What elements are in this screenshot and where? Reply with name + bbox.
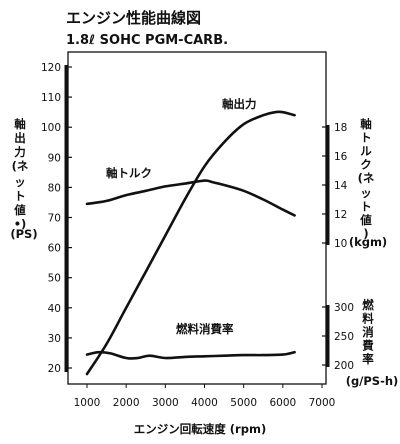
- power-axis-ticks: 20 30 40 50 60 70 80 90 100 110 120: [41, 62, 72, 375]
- x-tick-label: 2000: [113, 397, 140, 409]
- power-tick-label: 70: [48, 213, 61, 225]
- power-curve-label: 軸出力: [222, 97, 257, 111]
- fuel-axis-ticks: 200 250 300: [322, 302, 354, 372]
- fuel-axis-label-char: 消: [362, 325, 374, 339]
- torque-tick-label: 14: [334, 180, 348, 192]
- torque-axis-label-char: ト: [360, 200, 372, 214]
- fuel-axis-label-char: 率: [362, 352, 374, 366]
- curves: [85, 110, 296, 376]
- torque-axis-label-char: ク: [360, 158, 372, 172]
- axis-labels: 軸出力(ネット値•)(PS)軸トルク(ネット値)(kgm)燃料消費率(g/PS-…: [10, 117, 398, 388]
- torque-axis-label-char: ッ: [360, 186, 372, 200]
- power-axis-label-char: •): [14, 217, 27, 231]
- power-axis-label-char: 力: [14, 145, 26, 159]
- power-axis-label-char: 軸: [14, 117, 26, 131]
- power-axis-label-char: ト: [14, 189, 26, 203]
- torque-axis-unit: (kgm): [349, 235, 387, 249]
- torque-axis-label-char: 値: [359, 213, 372, 227]
- power-tick-label: 90: [48, 152, 61, 164]
- power-axis-label-char: 出: [14, 131, 26, 145]
- x-axis-ticks: 1000 2000 3000 4000 5000 6000 7000: [74, 384, 336, 409]
- power-curve: [85, 110, 296, 376]
- torque-axis-label-char: (ネ: [358, 171, 375, 185]
- fuel-tick-label: 200: [334, 360, 354, 372]
- power-tick-label: 30: [48, 333, 61, 345]
- fuel-consumption-curve: [85, 350, 296, 360]
- power-tick-label: 120: [41, 62, 61, 74]
- x-tick-label: 3000: [152, 397, 179, 409]
- chart-title: エンジン性能曲線図: [66, 9, 201, 27]
- power-axis-label-char: 値: [13, 203, 26, 217]
- fuel-tick-label: 250: [334, 331, 354, 343]
- power-axis-unit: (PS): [10, 227, 37, 241]
- power-tick-label: 40: [48, 303, 61, 315]
- x-tick-label: 4000: [191, 397, 218, 409]
- torque-curve-label: 軸トルク: [106, 166, 152, 180]
- x-tick-label: 5000: [230, 397, 257, 409]
- torque-curve: [85, 179, 296, 217]
- torque-axis-label-char: ト: [360, 131, 372, 145]
- power-tick-label: 80: [48, 182, 61, 194]
- power-tick-label: 110: [41, 92, 61, 104]
- torque-axis-label-char: 軸: [360, 117, 372, 131]
- power-tick-label: 50: [48, 273, 61, 285]
- fuel-axis-label-char: 費: [362, 339, 374, 353]
- x-tick-label: 6000: [269, 397, 296, 409]
- power-tick-label: 20: [48, 363, 61, 375]
- chart-subtitle: 1.8ℓ SOHC PGM-CARB.: [66, 33, 228, 48]
- torque-tick-label: 10: [334, 238, 347, 250]
- torque-tick-label: 18: [334, 122, 347, 134]
- power-tick-label: 100: [41, 122, 61, 134]
- fuel-axis-label-char: 燃: [361, 298, 374, 312]
- torque-tick-label: 12: [334, 209, 347, 221]
- x-tick-label: 1000: [74, 397, 101, 409]
- x-axis-label: エンジン回転速度 (rpm): [134, 422, 266, 436]
- torque-axis-label-char: ル: [360, 144, 372, 158]
- power-axis-label-char: ッ: [14, 175, 26, 189]
- x-tick-label: 7000: [309, 397, 336, 409]
- fuel-curve-label: 燃料消費率: [175, 322, 234, 336]
- fuel-axis-label-char: 料: [362, 312, 374, 326]
- torque-axis-label-char: ): [363, 227, 368, 241]
- power-axis-label-char: (ネ: [12, 159, 29, 173]
- fuel-tick-label: 300: [334, 302, 354, 314]
- power-tick-label: 60: [48, 243, 61, 255]
- fuel-axis-unit: (g/PS-h): [346, 374, 399, 388]
- torque-axis-ticks: 10 12 14 16 18: [322, 122, 348, 250]
- torque-tick-label: 16: [334, 151, 348, 163]
